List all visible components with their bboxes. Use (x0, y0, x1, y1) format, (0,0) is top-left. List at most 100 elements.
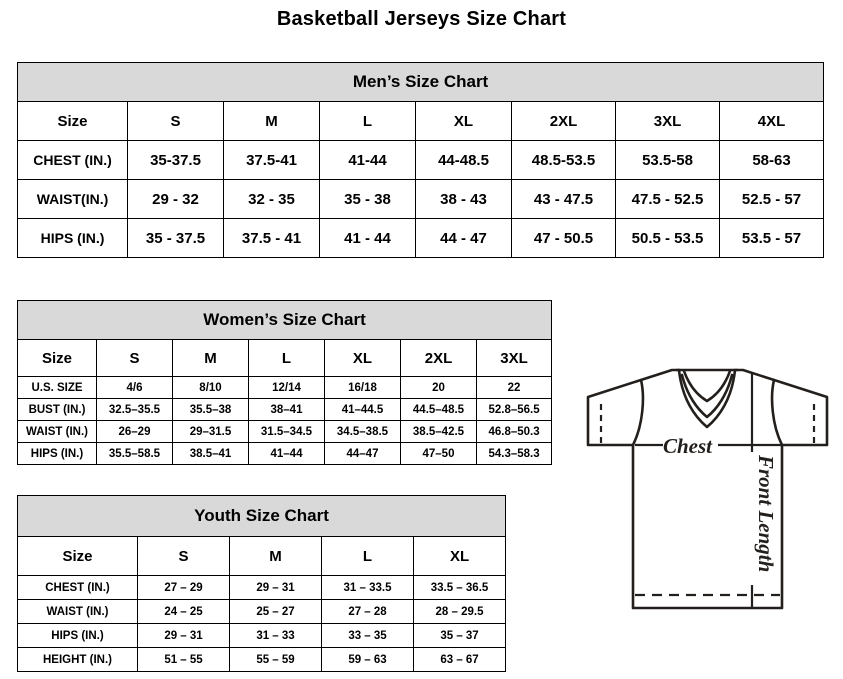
mens-chest-l: 41-44 (319, 140, 416, 180)
womens-col-header-2xl: 2XL (400, 339, 477, 377)
youth-hips-l: 33 – 35 (321, 623, 414, 648)
womens-hips-3xl: 54.3–58.3 (475, 442, 553, 465)
mens-col-header-3xl: 3XL (615, 101, 720, 141)
youth-row-label-hips: HIPS (IN.) (17, 623, 138, 648)
table-row: HIPS (IN.) 35 - 37.5 37.5 - 41 41 - 44 4… (17, 218, 825, 258)
womens-waist-l: 31.5–34.5 (248, 420, 325, 443)
table-row: U.S. SIZE 4/6 8/10 12/14 16/18 20 22 (17, 376, 553, 399)
womens-col-header-xl: XL (324, 339, 401, 377)
mens-chest-2xl: 48.5-53.5 (511, 140, 616, 180)
youth-height-l: 59 – 63 (321, 647, 414, 672)
mens-hips-2xl: 47 - 50.5 (511, 218, 616, 258)
mens-caption-row: Men’s Size Chart (16, 62, 825, 102)
youth-height-s: 51 – 55 (137, 647, 230, 672)
youth-height-m: 55 – 59 (229, 647, 322, 672)
womens-bust-3xl: 52.8–56.5 (475, 398, 553, 421)
mens-caption: Men’s Size Chart (16, 62, 825, 102)
mens-col-header-s: S (127, 101, 224, 141)
youth-row-label-height: HEIGHT (IN.) (17, 647, 138, 672)
mens-chest-xl: 44-48.5 (415, 140, 512, 180)
youth-chest-l: 31 – 33.5 (321, 575, 414, 600)
youth-row-label-waist: WAIST (IN.) (17, 599, 138, 624)
table-row: HIPS (IN.) 29 – 31 31 – 33 33 – 35 35 – … (17, 623, 507, 648)
womens-waist-s: 26–29 (96, 420, 173, 443)
youth-hips-s: 29 – 31 (137, 623, 230, 648)
youth-hips-m: 31 – 33 (229, 623, 322, 648)
womens-size-chart-table: Women’s Size Chart Size S M L XL 2XL 3XL… (16, 300, 553, 465)
mens-waist-xl: 38 - 43 (415, 179, 512, 219)
youth-col-header-size: Size (17, 536, 138, 576)
womens-hips-s: 35.5–58.5 (96, 442, 173, 465)
womens-bust-s: 32.5–35.5 (96, 398, 173, 421)
womens-waist-m: 29–31.5 (172, 420, 249, 443)
table-row: CHEST (IN.) 35-37.5 37.5-41 41-44 44-48.… (17, 140, 825, 180)
womens-ussize-s: 4/6 (96, 376, 173, 399)
womens-hips-xl: 44–47 (324, 442, 401, 465)
mens-hips-4xl: 53.5 - 57 (718, 218, 825, 258)
youth-waist-m: 25 – 27 (229, 599, 322, 624)
womens-caption: Women’s Size Chart (16, 300, 553, 340)
mens-hips-xl: 44 - 47 (415, 218, 512, 258)
womens-ussize-3xl: 22 (475, 376, 553, 399)
table-row: CHEST (IN.) 27 – 29 29 – 31 31 – 33.5 33… (17, 575, 507, 600)
mens-chest-4xl: 58-63 (718, 140, 825, 180)
jersey-body-outline (631, 443, 784, 610)
youth-col-header-m: M (229, 536, 322, 576)
mens-chest-m: 37.5-41 (223, 140, 320, 180)
jersey-measurement-diagram: Chest Front Length (555, 355, 843, 679)
mens-waist-4xl: 52.5 - 57 (718, 179, 825, 219)
womens-row-label-hips: HIPS (IN.) (17, 442, 97, 465)
youth-waist-l: 27 – 28 (321, 599, 414, 624)
youth-chest-xl: 33.5 – 36.5 (412, 575, 507, 600)
womens-ussize-2xl: 20 (400, 376, 477, 399)
mens-waist-3xl: 47.5 - 52.5 (615, 179, 720, 219)
mens-waist-l: 35 - 38 (319, 179, 416, 219)
mens-chest-3xl: 53.5-58 (615, 140, 720, 180)
womens-header-row: Size S M L XL 2XL 3XL (17, 339, 553, 377)
womens-waist-3xl: 46.8–50.3 (475, 420, 553, 443)
mens-col-header-2xl: 2XL (511, 101, 616, 141)
mens-col-header-xl: XL (415, 101, 512, 141)
mens-hips-s: 35 - 37.5 (127, 218, 224, 258)
womens-col-header-3xl: 3XL (475, 339, 553, 377)
womens-waist-2xl: 38.5–42.5 (400, 420, 477, 443)
youth-caption: Youth Size Chart (16, 495, 507, 537)
youth-chest-s: 27 – 29 (137, 575, 230, 600)
mens-size-chart-table: Men’s Size Chart Size S M L XL 2XL 3XL 4… (16, 62, 825, 258)
mens-col-header-4xl: 4XL (718, 101, 825, 141)
youth-waist-xl: 28 – 29.5 (412, 599, 507, 624)
mens-hips-m: 37.5 - 41 (223, 218, 320, 258)
mens-header-row: Size S M L XL 2XL 3XL 4XL (17, 101, 825, 141)
youth-col-header-xl: XL (412, 536, 507, 576)
front-length-label: Front Length (754, 454, 778, 572)
womens-hips-m: 38.5–41 (172, 442, 249, 465)
youth-hips-xl: 35 – 37 (412, 623, 507, 648)
table-row: WAIST (IN.) 24 – 25 25 – 27 27 – 28 28 –… (17, 599, 507, 624)
mens-col-header-size: Size (17, 101, 128, 141)
womens-hips-l: 41–44 (248, 442, 325, 465)
youth-chest-m: 29 – 31 (229, 575, 322, 600)
mens-waist-s: 29 - 32 (127, 179, 224, 219)
mens-waist-2xl: 43 - 47.5 (511, 179, 616, 219)
table-row: BUST (IN.) 32.5–35.5 35.5–38 38–41 41–44… (17, 398, 553, 421)
mens-col-header-l: L (319, 101, 416, 141)
mens-hips-3xl: 50.5 - 53.5 (615, 218, 720, 258)
mens-hips-l: 41 - 44 (319, 218, 416, 258)
table-row: HEIGHT (IN.) 51 – 55 55 – 59 59 – 63 63 … (17, 647, 507, 672)
mens-row-label-chest: CHEST (IN.) (17, 140, 128, 180)
womens-hips-2xl: 47–50 (400, 442, 477, 465)
womens-col-header-m: M (172, 339, 249, 377)
womens-bust-2xl: 44.5–48.5 (400, 398, 477, 421)
youth-caption-row: Youth Size Chart (16, 495, 507, 537)
womens-row-label-bust: BUST (IN.) (17, 398, 97, 421)
womens-col-header-s: S (96, 339, 173, 377)
womens-ussize-l: 12/14 (248, 376, 325, 399)
womens-bust-l: 38–41 (248, 398, 325, 421)
youth-size-chart-table: Youth Size Chart Size S M L XL CHEST (IN… (16, 495, 507, 672)
chest-label: Chest (663, 434, 713, 458)
youth-header-row: Size S M L XL (17, 536, 507, 576)
youth-height-xl: 63 – 67 (412, 647, 507, 672)
table-row: HIPS (IN.) 35.5–58.5 38.5–41 41–44 44–47… (17, 442, 553, 465)
table-row: WAIST (IN.) 26–29 29–31.5 31.5–34.5 34.5… (17, 420, 553, 443)
womens-row-label-us-size: U.S. SIZE (17, 376, 97, 399)
